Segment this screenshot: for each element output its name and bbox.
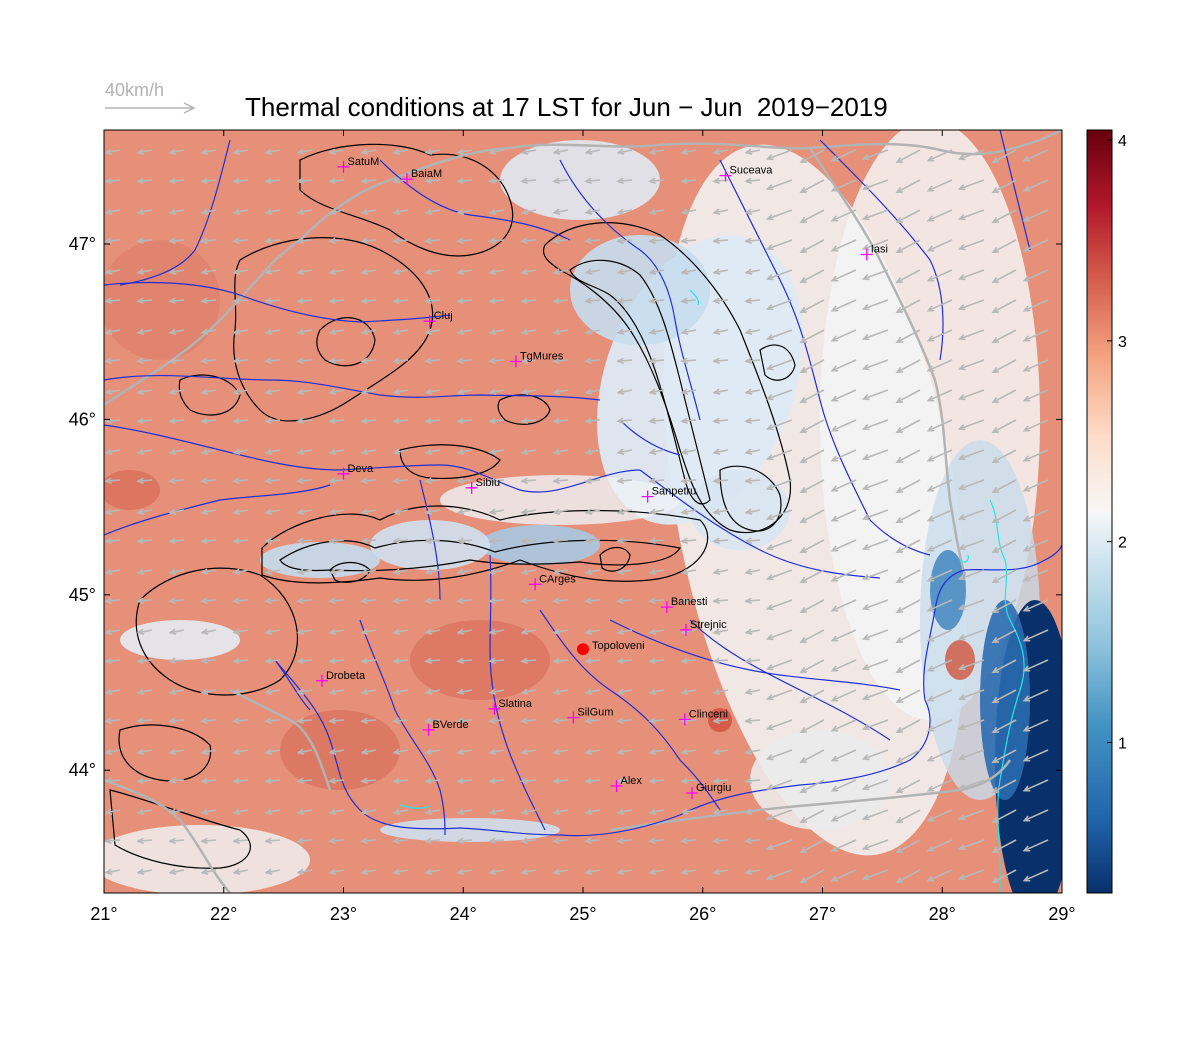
- station-strejnic: Strejnic: [679, 619, 727, 636]
- station-drobeta: Drobeta: [315, 670, 366, 687]
- wind-scale-label: 40km/h: [105, 80, 165, 100]
- station-label: BVerde: [433, 719, 469, 731]
- station-marker: [400, 173, 413, 186]
- x-tick-label: 27°: [809, 904, 836, 924]
- station-label: Sibiu: [476, 477, 500, 489]
- rivers: [104, 130, 1062, 837]
- wind-arrows: [104, 148, 1049, 884]
- x-tick-label: 23°: [330, 904, 357, 924]
- highlight-station-dot: [577, 643, 589, 656]
- map-title: Thermal conditions at 17 LST for Jun − J…: [245, 92, 888, 122]
- station-marker: [488, 702, 501, 715]
- station-label: TgMures: [520, 351, 564, 363]
- station-bverde: BVerde: [422, 719, 469, 736]
- station-label: SilGum: [577, 707, 613, 719]
- map-axes: 21° 22° 23° 24° 25° 26° 27° 28° 29° 44° 45° 46° 47°: [69, 130, 1076, 924]
- colorbar-tick-label: 1: [1118, 735, 1127, 752]
- station-deva: Deva: [337, 463, 375, 480]
- coastline: [399, 289, 1025, 893]
- station-iasi: Iasi: [860, 244, 888, 261]
- station-label: Clinceni: [689, 708, 728, 720]
- colorbar-tick-label: 2: [1118, 535, 1127, 552]
- x-tick-label: 26°: [689, 904, 716, 924]
- station-label: SatuM: [348, 156, 380, 168]
- station-label: BaiaM: [411, 168, 442, 180]
- station-banesti: Banesti: [660, 596, 708, 614]
- y-tick-label: 47°: [69, 234, 96, 254]
- station-alex: Alex: [610, 775, 643, 793]
- station-giurgiu: Giurgiu: [685, 782, 731, 800]
- station-marker: [509, 355, 522, 368]
- x-tick-label: 25°: [569, 904, 596, 924]
- station-clinceni: Clinceni: [678, 708, 728, 726]
- colorbar: 1 2 3 4: [1086, 129, 1127, 894]
- station-slatina: Slatina: [488, 698, 533, 715]
- y-tick-label: 45°: [69, 585, 96, 605]
- station-marker: [860, 248, 873, 261]
- station-label: CArges: [539, 573, 576, 585]
- station-label: Deva: [348, 463, 375, 475]
- y-tick-label: 44°: [69, 760, 96, 780]
- station-sanpetru: Sanpetru: [641, 486, 697, 503]
- station-satum: SatuM: [337, 156, 380, 173]
- x-tick-label: 29°: [1048, 904, 1075, 924]
- station-marker: [529, 578, 542, 591]
- station-label: Sanpetru: [652, 486, 697, 498]
- station-label: Banesti: [671, 596, 708, 608]
- station-marker: [685, 787, 698, 800]
- station-suceava: Suceava: [719, 165, 774, 182]
- colorbar-gradient: [1086, 129, 1113, 894]
- station-marker: [641, 490, 654, 503]
- colorbar-tick-label: 4: [1118, 133, 1127, 150]
- station-silgum: SilGum: [567, 707, 613, 724]
- station-marker: [337, 467, 350, 480]
- heat-field: [104, 130, 1062, 893]
- station-label: Giurgiu: [696, 782, 731, 794]
- x-tick-label: 28°: [929, 904, 956, 924]
- station-marker: [610, 780, 623, 793]
- station-marker: [678, 713, 691, 726]
- highlight-station-label: Topoloveni: [592, 640, 645, 652]
- station-label: Slatina: [498, 698, 533, 710]
- station-sibiu: Sibiu: [465, 477, 500, 494]
- station-label: Strejnic: [690, 619, 727, 631]
- station-marker: [660, 601, 673, 614]
- station-label: Drobeta: [326, 670, 366, 682]
- station-marker: [465, 481, 478, 494]
- station-tgmures: TgMures: [509, 351, 564, 368]
- colorbar-tick-label: 3: [1118, 334, 1127, 351]
- station-marker: [337, 160, 350, 173]
- station-marker: [315, 674, 328, 687]
- station-carges: CArges: [529, 573, 576, 591]
- station-label: Cluj: [434, 310, 453, 322]
- station-marker: [567, 711, 580, 724]
- y-tick-label: 46°: [69, 409, 96, 429]
- station-marker: [719, 169, 732, 182]
- x-tick-label: 24°: [450, 904, 477, 924]
- station-label: Suceava: [730, 165, 774, 177]
- station-markers: SatuM BaiaM Suceava Iasi Cluj TgMures Deva Sibi…: [315, 156, 888, 800]
- station-marker: [422, 723, 435, 736]
- station-cluj: Cluj: [423, 310, 453, 328]
- colorbar-ticks: 1 2 3 4: [1107, 133, 1127, 752]
- station-marker: [423, 315, 436, 328]
- station-label: Alex: [621, 775, 643, 787]
- station-baiam: BaiaM: [400, 168, 442, 186]
- station-label: Iasi: [871, 244, 888, 256]
- station-topoloveni-highlight: Topoloveni: [577, 640, 645, 656]
- wind-scale-arrow: [105, 102, 196, 114]
- terrain-contours: [109, 143, 796, 869]
- national-borders: [104, 130, 1062, 893]
- station-marker: [679, 623, 692, 636]
- x-tick-label: 22°: [210, 904, 237, 924]
- x-tick-label: 21°: [90, 904, 117, 924]
